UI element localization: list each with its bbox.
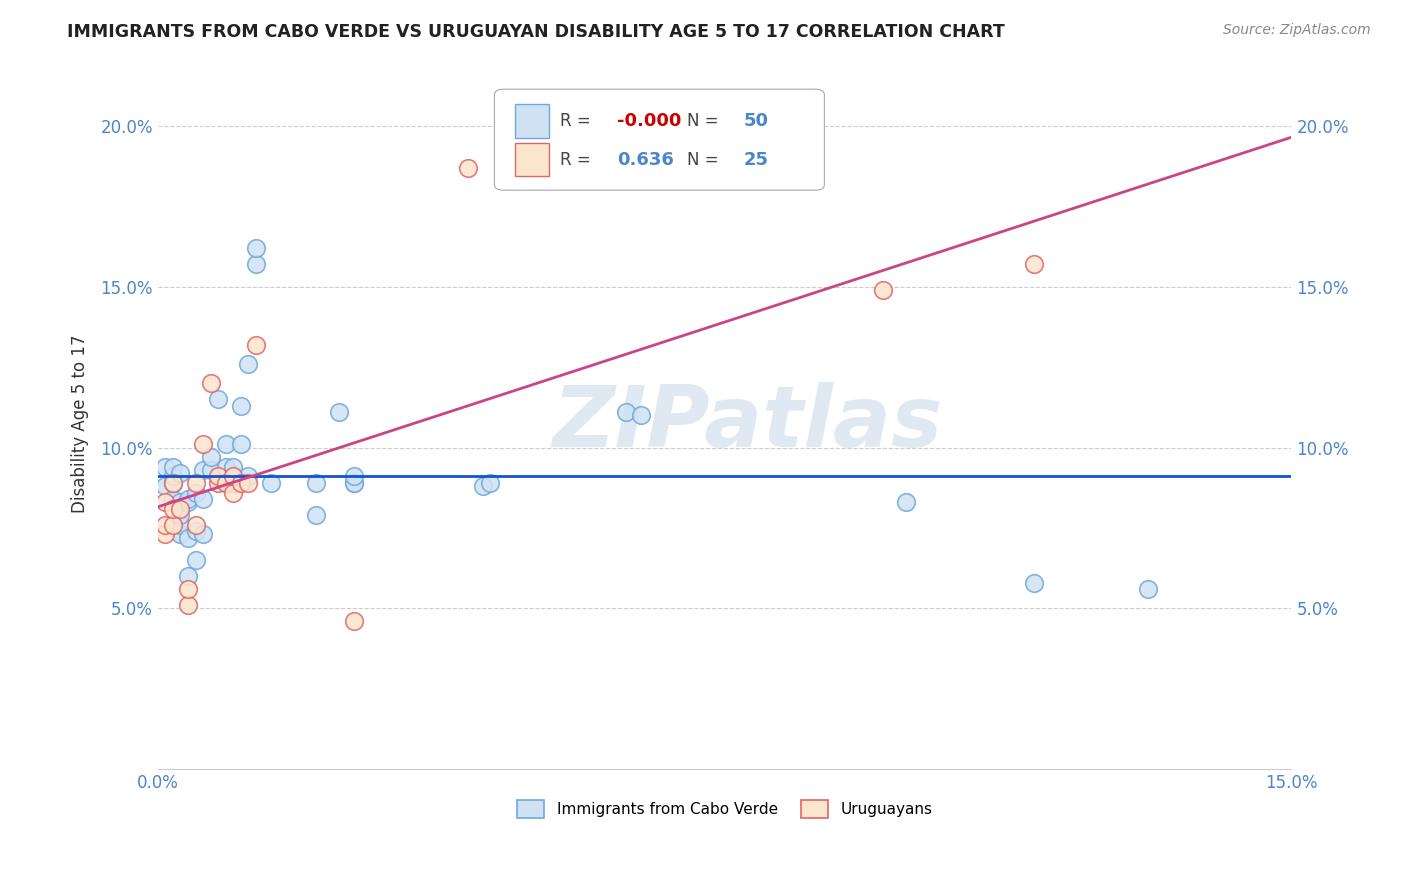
Point: [169, 495, 191, 509]
Point: [207, 475, 229, 490]
Point: [200, 463, 222, 477]
Point: [614, 405, 637, 419]
Point: [245, 241, 267, 255]
Point: [207, 392, 229, 407]
Point: [184, 517, 207, 532]
Text: 50: 50: [744, 112, 769, 130]
Point: [328, 405, 350, 419]
Point: [222, 469, 245, 483]
Point: [155, 495, 177, 509]
Text: N =: N =: [688, 112, 724, 130]
Point: [162, 475, 184, 490]
Point: [238, 469, 260, 483]
Point: [343, 475, 366, 490]
Point: [200, 376, 222, 391]
Point: [260, 475, 283, 490]
Point: [184, 524, 207, 538]
Point: [162, 517, 184, 532]
Point: [184, 485, 207, 500]
Point: [238, 357, 260, 371]
Point: [162, 475, 184, 490]
Point: [191, 527, 214, 541]
Point: [191, 437, 214, 451]
Text: ZIPatlas: ZIPatlas: [553, 382, 942, 465]
Point: [343, 469, 366, 483]
Point: [1136, 582, 1159, 596]
Point: [894, 495, 917, 509]
Text: N =: N =: [688, 151, 724, 169]
Point: [479, 475, 502, 490]
Point: [872, 283, 894, 297]
Point: [215, 475, 238, 490]
Text: IMMIGRANTS FROM CABO VERDE VS URUGUAYAN DISABILITY AGE 5 TO 17 CORRELATION CHART: IMMIGRANTS FROM CABO VERDE VS URUGUAYAN …: [67, 23, 1005, 41]
Text: R =: R =: [560, 151, 602, 169]
Point: [177, 569, 200, 583]
Text: 0.636: 0.636: [617, 151, 673, 169]
Point: [184, 553, 207, 567]
Text: -0.000: -0.000: [617, 112, 682, 130]
Point: [222, 475, 245, 490]
Point: [169, 527, 191, 541]
Legend: Immigrants from Cabo Verde, Uruguayans: Immigrants from Cabo Verde, Uruguayans: [510, 794, 938, 824]
Point: [177, 582, 200, 596]
Point: [215, 475, 238, 490]
Point: [229, 475, 252, 490]
Point: [229, 399, 252, 413]
Point: [238, 475, 260, 490]
Point: [200, 450, 222, 465]
Point: [630, 409, 652, 423]
Point: [162, 491, 184, 506]
Point: [1024, 575, 1046, 590]
Point: [305, 508, 328, 522]
Point: [191, 463, 214, 477]
Point: [184, 475, 207, 490]
Point: [215, 459, 238, 474]
Point: [162, 501, 184, 516]
Point: [471, 479, 494, 493]
FancyBboxPatch shape: [495, 89, 824, 190]
Point: [245, 337, 267, 351]
Point: [177, 598, 200, 612]
Point: [169, 467, 191, 481]
Y-axis label: Disability Age 5 to 17: Disability Age 5 to 17: [72, 334, 89, 513]
Text: Source: ZipAtlas.com: Source: ZipAtlas.com: [1223, 23, 1371, 37]
Point: [177, 495, 200, 509]
Point: [305, 475, 328, 490]
Point: [207, 469, 229, 483]
Point: [245, 257, 267, 271]
Point: [162, 459, 184, 474]
Point: [1024, 257, 1046, 271]
Point: [343, 475, 366, 490]
Point: [222, 459, 245, 474]
Point: [169, 508, 191, 522]
Point: [169, 517, 191, 532]
Point: [222, 485, 245, 500]
Text: 25: 25: [744, 151, 769, 169]
FancyBboxPatch shape: [515, 144, 548, 177]
Point: [177, 531, 200, 545]
Point: [177, 491, 200, 506]
Point: [155, 459, 177, 474]
Point: [457, 161, 479, 175]
Point: [343, 614, 366, 628]
Point: [162, 469, 184, 483]
Text: R =: R =: [560, 112, 596, 130]
Point: [155, 517, 177, 532]
Point: [155, 527, 177, 541]
Point: [169, 501, 191, 516]
Point: [229, 437, 252, 451]
FancyBboxPatch shape: [515, 104, 548, 137]
Point: [155, 479, 177, 493]
Point: [191, 491, 214, 506]
Point: [215, 437, 238, 451]
Point: [162, 475, 184, 490]
